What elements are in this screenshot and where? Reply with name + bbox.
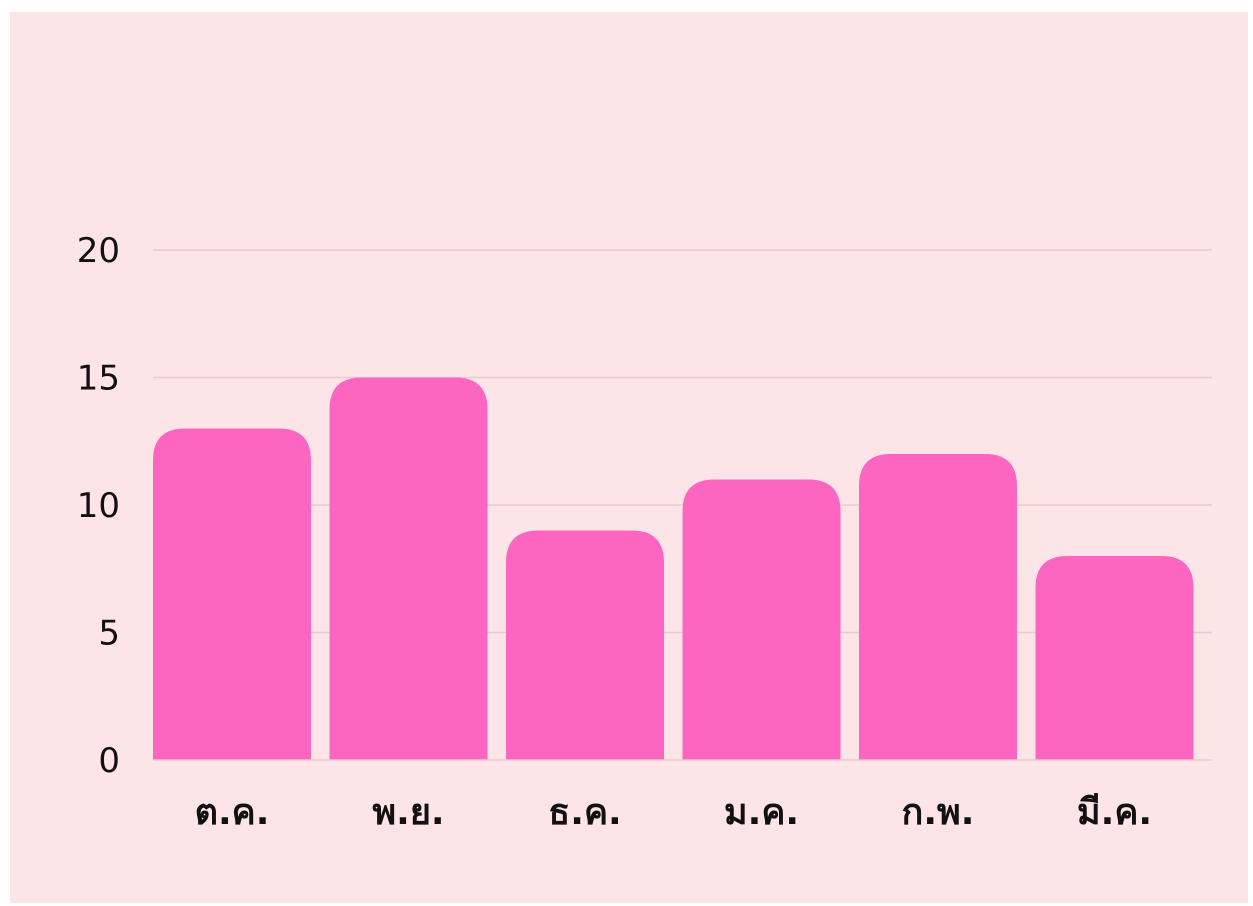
bar <box>1035 556 1194 760</box>
x-tick-label: ก.พ. <box>902 792 975 833</box>
x-tick-label: มี.ค. <box>1077 792 1152 833</box>
bar <box>859 454 1017 760</box>
y-tick-label: 10 <box>77 486 120 526</box>
bar <box>506 530 664 760</box>
bar <box>153 428 311 760</box>
bar <box>329 377 488 760</box>
y-tick-label: 20 <box>77 231 120 271</box>
y-tick-label: 0 <box>98 741 120 781</box>
x-tick-label: พ.ย. <box>372 792 444 833</box>
x-tick-label: ต.ค. <box>195 792 270 833</box>
bar <box>682 479 841 760</box>
y-tick-label: 15 <box>77 359 120 399</box>
x-tick-label: ม.ค. <box>724 792 799 833</box>
chart-canvas: 0 5 10 15 20 ต.ค. พ.ย. ธ.ค. ม.ค. ก.พ. มี.ค. <box>10 12 1248 903</box>
y-tick-label: 5 <box>98 614 120 654</box>
bar-chart: 0 5 10 15 20 ต.ค. พ.ย. ธ.ค. ม.ค. ก.พ. มี.ค. <box>77 231 1212 833</box>
x-tick-label: ธ.ค. <box>548 792 621 833</box>
